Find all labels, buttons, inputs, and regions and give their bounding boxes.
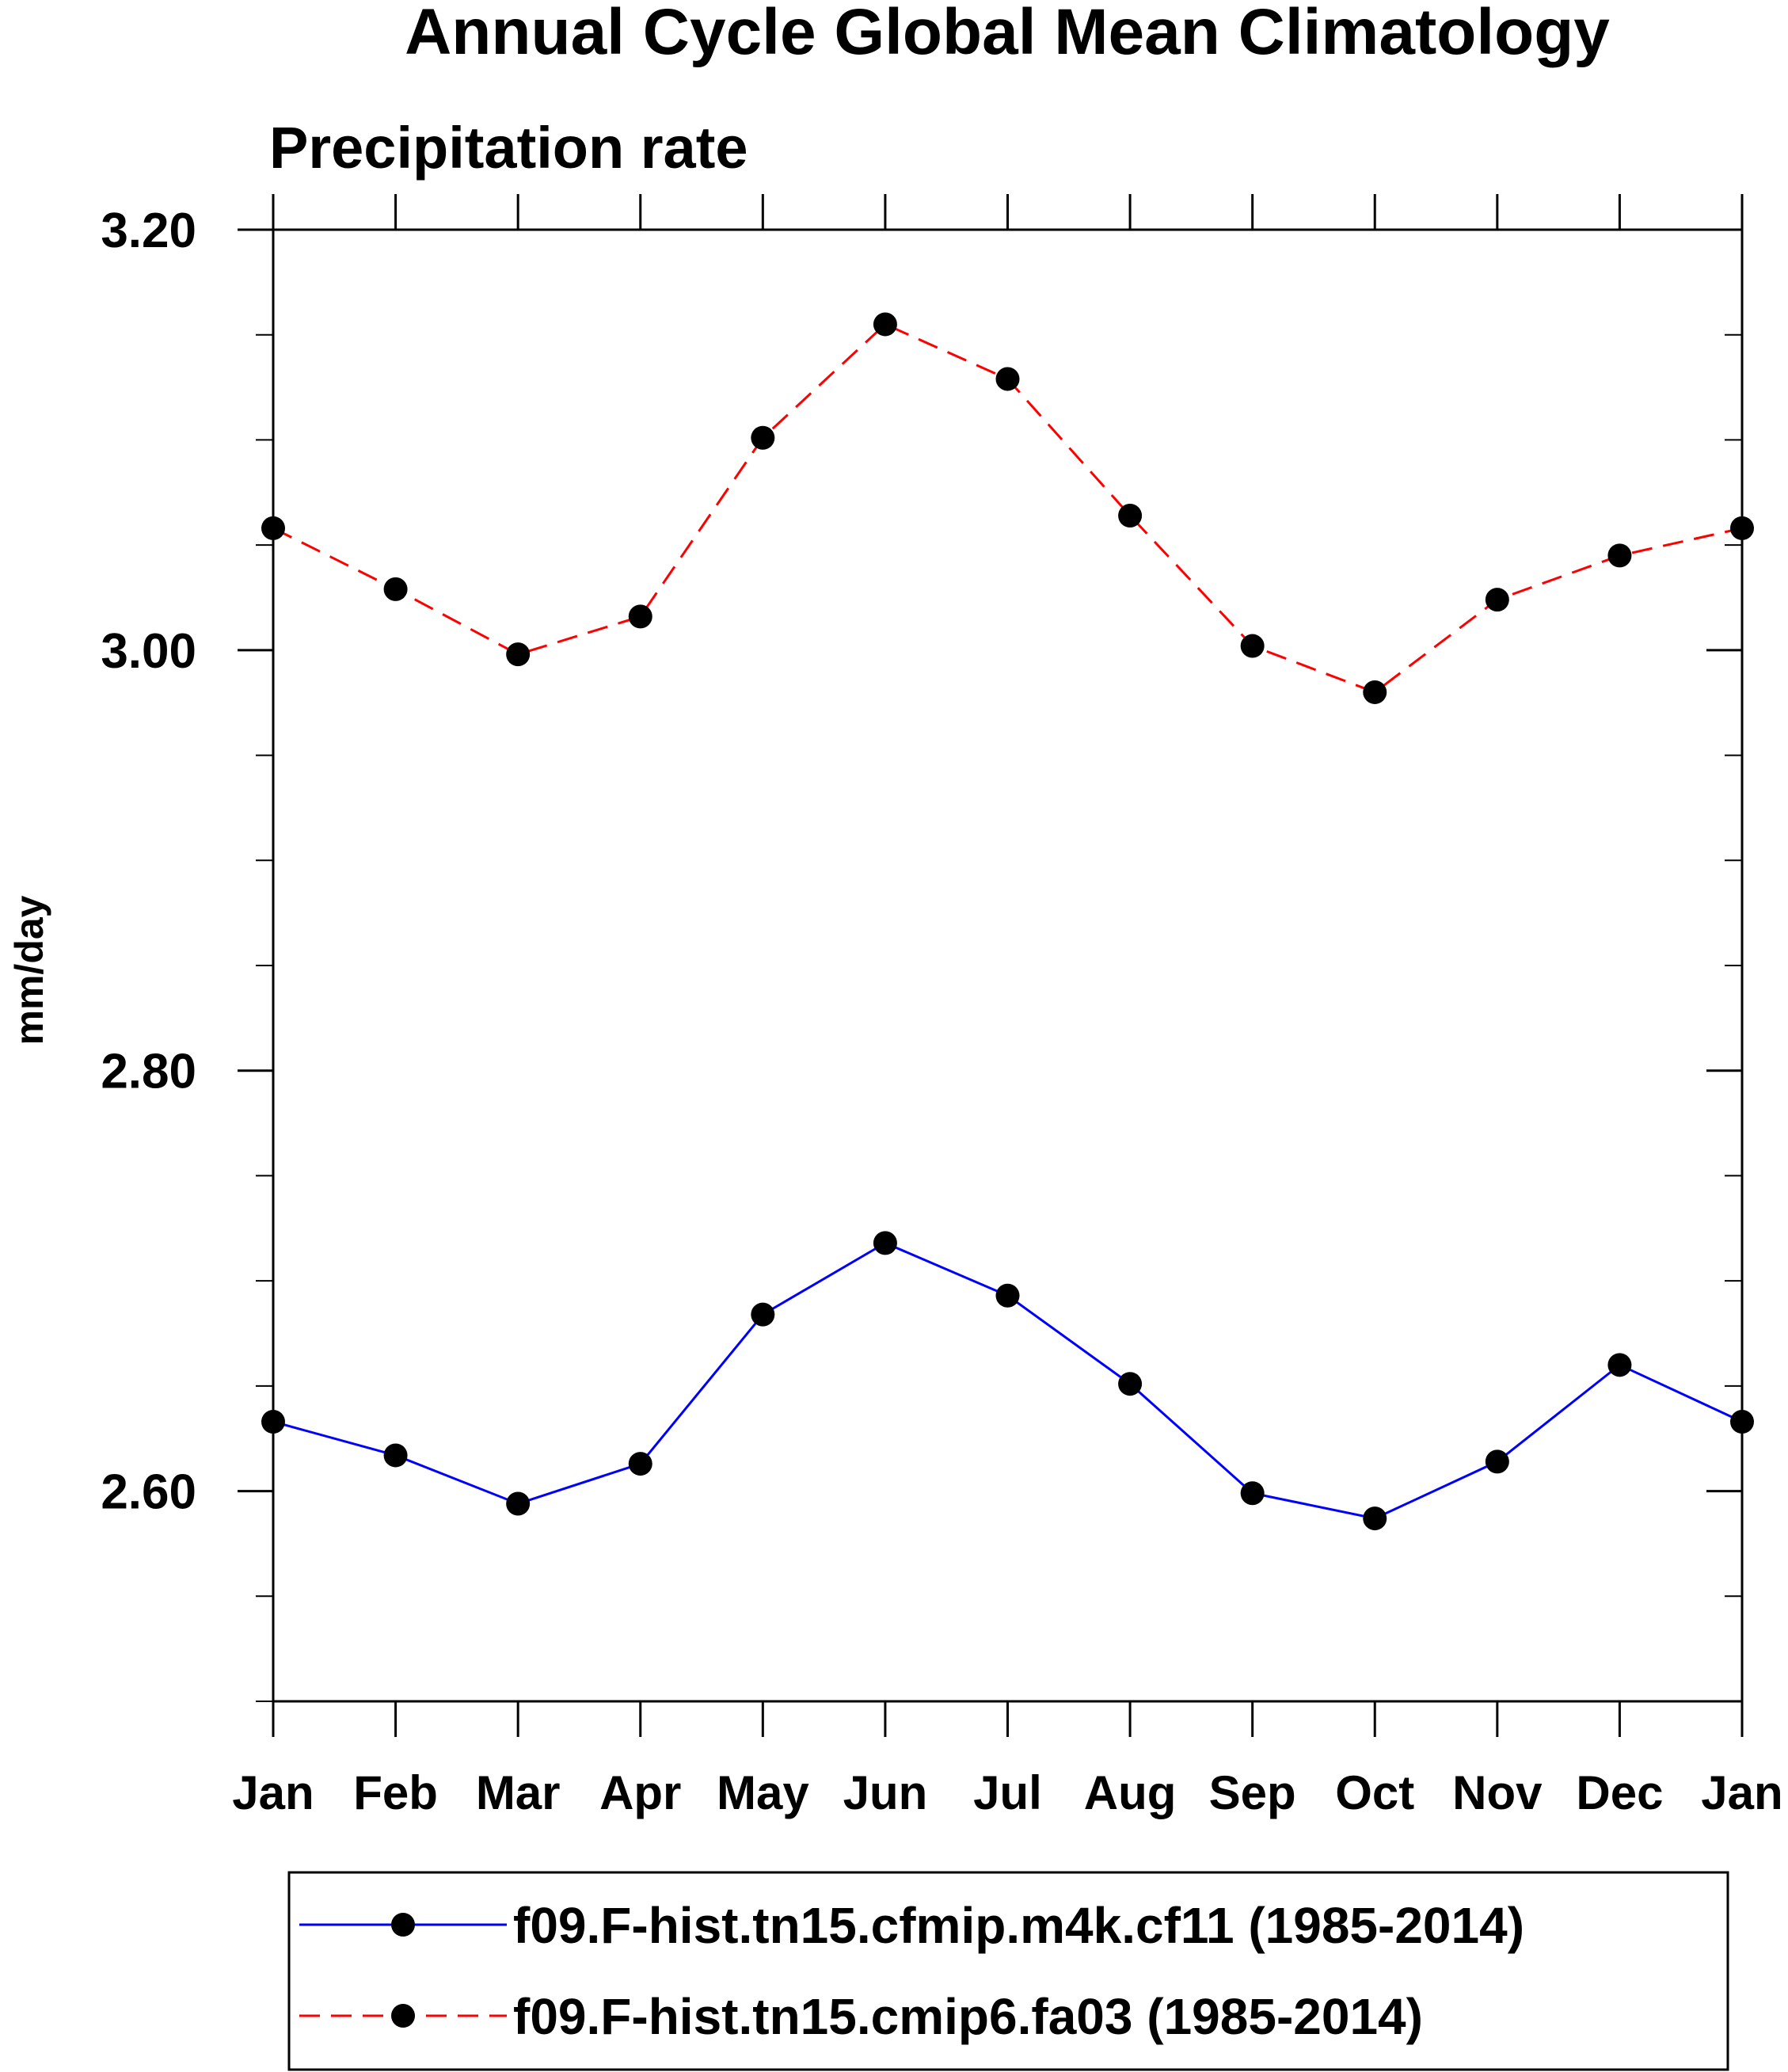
data-point <box>1730 516 1754 540</box>
data-point <box>1486 588 1509 611</box>
x-tick-label: May <box>717 1766 809 1819</box>
y-tick-label: 3.20 <box>101 204 196 258</box>
x-tick-label: Jun <box>843 1766 928 1819</box>
x-tick-label: Sep <box>1209 1766 1296 1819</box>
series-1 <box>261 1231 1754 1530</box>
x-tick-label: Apr <box>599 1766 681 1819</box>
data-point <box>873 1231 897 1255</box>
y-tick-label: 2.80 <box>101 1045 196 1099</box>
x-tick-label: Jan <box>1701 1766 1782 1819</box>
data-point <box>996 1284 1020 1308</box>
x-tick-label: Mar <box>476 1766 561 1819</box>
y-tick-label: 3.00 <box>101 624 196 679</box>
y-tick-label: 2.60 <box>101 1465 196 1520</box>
data-point <box>629 604 652 628</box>
legend-marker <box>391 2004 415 2028</box>
legend-label: f09.F-hist.tn15.cfmip.m4k.cf11 (1985-201… <box>513 1897 1524 1954</box>
data-point <box>629 1452 652 1476</box>
plot-frame <box>273 230 1742 1701</box>
x-tick-label: Feb <box>353 1766 438 1819</box>
data-point <box>506 642 530 666</box>
legend-marker <box>391 1913 415 1937</box>
chart-subtitle: Precipitation rate <box>269 115 748 181</box>
plot-border <box>273 230 1742 1701</box>
data-point <box>996 367 1020 390</box>
data-point <box>1118 1372 1142 1396</box>
x-tick-label: Dec <box>1576 1766 1663 1819</box>
data-point <box>506 1491 530 1515</box>
data-point <box>1730 1410 1754 1434</box>
data-point <box>261 516 285 540</box>
x-tick-label: Jul <box>973 1766 1042 1819</box>
data-point <box>873 312 897 336</box>
legend-label: f09.F-hist.tn15.cmip6.fa03 (1985-2014) <box>513 1988 1423 2045</box>
data-point <box>1363 1506 1387 1530</box>
data-point <box>1118 504 1142 528</box>
y-axis-label: mm/day <box>7 895 51 1045</box>
x-tick-label: Jan <box>232 1766 314 1819</box>
series-layer <box>261 312 1754 1530</box>
data-point <box>1486 1449 1509 1473</box>
data-point <box>1607 543 1631 567</box>
data-point <box>1241 1481 1265 1505</box>
x-tick-label: Aug <box>1084 1766 1177 1819</box>
x-tick-label: Oct <box>1335 1766 1414 1819</box>
data-point <box>1363 680 1387 704</box>
chart-title: Annual Cycle Global Mean Climatology <box>405 0 1610 68</box>
data-point <box>384 1443 408 1467</box>
data-point <box>751 1303 774 1327</box>
data-point <box>1607 1353 1631 1377</box>
series-2 <box>261 312 1754 704</box>
data-point <box>384 577 408 601</box>
chart: Annual Cycle Global Mean Climatology Pre… <box>0 0 1788 2072</box>
data-point <box>261 1410 285 1434</box>
data-point <box>1241 634 1265 658</box>
x-tick-label: Nov <box>1452 1766 1543 1819</box>
data-point <box>751 426 774 450</box>
legend: f09.F-hist.tn15.cfmip.m4k.cf11 (1985-201… <box>289 1872 1728 2070</box>
axis-ticks: Jan Feb Mar Apr May Jun Jul Aug Sep Oct Nov Dec Jan 2… <box>101 194 1782 1819</box>
